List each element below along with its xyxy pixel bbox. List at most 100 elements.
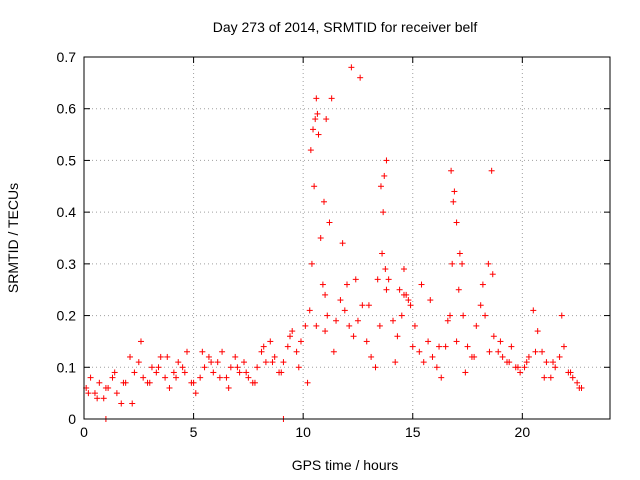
data-point (341, 307, 348, 314)
data-point (155, 364, 162, 371)
data-point (310, 126, 317, 133)
data-point (409, 343, 416, 350)
grid-lines (84, 57, 610, 419)
data-point (447, 312, 454, 319)
data-point (400, 266, 407, 273)
data-point (433, 364, 440, 371)
data-point (199, 348, 206, 355)
data-point (486, 348, 493, 355)
data-point (87, 374, 94, 381)
data-point (311, 183, 318, 190)
data-point (444, 317, 451, 324)
data-point (464, 343, 471, 350)
data-point (111, 369, 118, 376)
y-tick-label: 0 (68, 411, 76, 427)
y-tick-label: 0.5 (57, 152, 77, 168)
data-point (541, 374, 548, 381)
data-point (368, 353, 375, 360)
data-point (278, 369, 285, 376)
data-point (102, 384, 109, 391)
data-point (96, 379, 103, 386)
data-point (267, 338, 274, 345)
data-point (365, 302, 372, 309)
data-point (456, 250, 463, 257)
data-point (232, 353, 239, 360)
x-tick-label: 5 (190, 424, 198, 440)
data-point (477, 302, 484, 309)
data-point (348, 64, 355, 71)
data-point (442, 343, 449, 350)
data-point (258, 348, 265, 355)
data-point (146, 379, 153, 386)
data-point (418, 281, 425, 288)
data-point (113, 390, 120, 397)
data-point (521, 364, 528, 371)
data-point (490, 333, 497, 340)
data-point (488, 167, 495, 174)
data-point (208, 359, 215, 366)
data-point (550, 359, 557, 366)
data-point (118, 400, 125, 407)
data-point (260, 343, 267, 350)
data-point (269, 359, 276, 366)
data-point (333, 317, 340, 324)
data-point (297, 338, 304, 345)
data-point (352, 276, 359, 283)
data-point (429, 353, 436, 360)
data-point (287, 333, 294, 340)
data-point (525, 353, 532, 360)
data-point (320, 198, 327, 205)
data-point (314, 110, 321, 117)
data-point (225, 384, 232, 391)
data-point (357, 74, 364, 81)
data-points (83, 64, 585, 422)
data-point (451, 188, 458, 195)
data-point (514, 364, 521, 371)
data-point (234, 364, 241, 371)
x-tick-label: 10 (295, 424, 311, 440)
data-point (337, 297, 344, 304)
data-point (109, 374, 116, 381)
data-point (179, 364, 186, 371)
data-point (293, 348, 300, 355)
data-point (363, 338, 370, 345)
data-point (280, 359, 287, 366)
data-point (240, 359, 247, 366)
data-point (304, 379, 311, 386)
x-tick-label: 0 (80, 424, 88, 440)
data-point (382, 266, 389, 273)
data-point (523, 359, 530, 366)
data-point (569, 374, 576, 381)
data-point (284, 343, 291, 350)
data-point (495, 348, 502, 355)
data-point (453, 219, 460, 226)
data-point (308, 260, 315, 267)
data-point (148, 364, 155, 371)
data-point (534, 328, 541, 335)
data-point (453, 338, 460, 345)
data-point (302, 322, 309, 329)
data-point (223, 374, 230, 381)
data-point (190, 379, 197, 386)
data-point (153, 369, 160, 376)
data-point (508, 343, 515, 350)
data-point (289, 328, 296, 335)
data-point (184, 348, 191, 355)
data-point (339, 240, 346, 247)
data-point (450, 198, 457, 205)
data-point (131, 369, 138, 376)
data-point (448, 167, 455, 174)
data-point (530, 307, 537, 314)
data-point (192, 390, 199, 397)
data-point (459, 260, 466, 267)
data-point (383, 286, 390, 293)
data-point (324, 312, 331, 319)
data-point (543, 359, 550, 366)
data-point (243, 369, 250, 376)
data-point (262, 359, 269, 366)
data-point (251, 379, 258, 386)
data-point (558, 312, 565, 319)
y-tick-label: 0.7 (57, 49, 77, 65)
data-point (323, 116, 330, 123)
